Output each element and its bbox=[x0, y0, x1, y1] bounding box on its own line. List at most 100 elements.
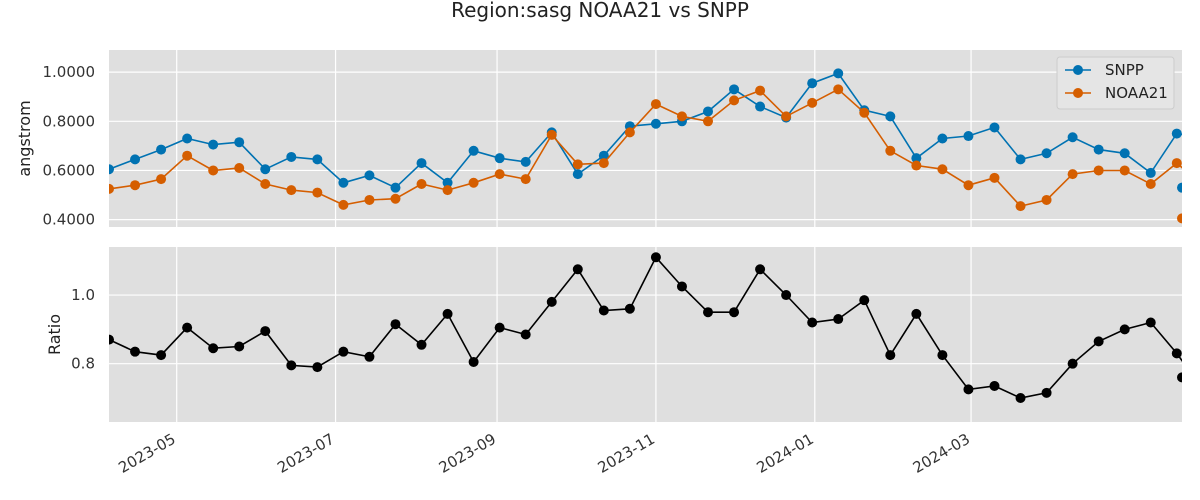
plot-area bbox=[109, 50, 1182, 227]
data-point-ratio bbox=[156, 350, 167, 361]
y-tick-label: 0.4000 bbox=[43, 211, 96, 229]
legend: SNPP NOAA21 bbox=[1056, 56, 1175, 110]
data-point-noaa21 bbox=[1145, 178, 1156, 189]
data-point-snpp bbox=[416, 158, 427, 169]
data-point-snpp bbox=[963, 131, 974, 142]
data-point-snpp bbox=[390, 182, 401, 193]
legend-label: SNPP bbox=[1105, 61, 1144, 79]
data-point-noaa21 bbox=[390, 193, 401, 204]
data-point-ratio bbox=[1093, 336, 1104, 347]
data-point-noaa21 bbox=[1067, 169, 1078, 180]
y-axis-label: angstrom bbox=[15, 100, 34, 176]
data-point-ratio bbox=[572, 264, 583, 275]
data-point-noaa21 bbox=[1119, 165, 1130, 176]
data-point-ratio bbox=[109, 334, 114, 345]
data-point-ratio bbox=[1177, 372, 1182, 383]
data-point-noaa21 bbox=[650, 99, 661, 110]
data-point-snpp bbox=[520, 156, 531, 167]
data-point-snpp bbox=[807, 78, 818, 89]
data-point-snpp bbox=[442, 177, 453, 188]
data-point-noaa21 bbox=[729, 95, 740, 106]
data-point-noaa21 bbox=[1177, 213, 1182, 224]
data-point-snpp bbox=[937, 133, 948, 144]
data-point-noaa21 bbox=[234, 163, 245, 173]
x-tick-label: 2023-07 bbox=[274, 430, 337, 477]
data-point-noaa21 bbox=[260, 178, 271, 189]
data-point-ratio bbox=[911, 308, 922, 319]
data-point-snpp bbox=[1067, 132, 1078, 143]
data-point-noaa21 bbox=[130, 180, 141, 191]
data-point-snpp bbox=[338, 177, 349, 188]
y-tick-label: 0.6000 bbox=[43, 161, 96, 179]
x-tick-label: 2024-03 bbox=[910, 430, 973, 477]
data-point-ratio bbox=[1145, 317, 1156, 328]
data-point-noaa21 bbox=[520, 174, 531, 185]
data-point-ratio bbox=[494, 322, 505, 333]
data-point-ratio bbox=[208, 343, 219, 354]
data-point-snpp bbox=[364, 170, 375, 181]
panel-ratio: 0.8 1.0 Ratio bbox=[45, 247, 1182, 422]
data-point-noaa21 bbox=[468, 177, 479, 188]
data-point-snpp bbox=[1093, 144, 1104, 155]
data-point-snpp bbox=[833, 68, 844, 79]
data-point-ratio bbox=[130, 346, 141, 357]
chart-title: Region:sasg NOAA21 vs SNPP bbox=[451, 0, 749, 22]
y-tick-label: 1.0000 bbox=[43, 63, 96, 81]
x-tick-label: 2023-05 bbox=[115, 430, 178, 477]
data-point-ratio bbox=[234, 341, 245, 352]
data-point-noaa21 bbox=[416, 178, 427, 189]
data-point-ratio bbox=[546, 296, 557, 307]
data-point-ratio bbox=[442, 308, 453, 319]
data-point-ratio bbox=[364, 351, 375, 362]
data-point-noaa21 bbox=[1093, 165, 1104, 176]
data-point-noaa21 bbox=[624, 127, 635, 138]
data-point-ratio bbox=[1067, 358, 1078, 369]
data-point-ratio bbox=[520, 329, 531, 340]
panel-angstrom: 0.4000 0.6000 0.8000 1.0000 angstrom bbox=[15, 50, 1182, 229]
data-point-snpp bbox=[494, 153, 505, 164]
data-point-noaa21 bbox=[338, 199, 349, 210]
data-point-ratio bbox=[624, 303, 635, 314]
data-point-noaa21 bbox=[598, 158, 609, 169]
data-point-snpp bbox=[885, 111, 896, 122]
x-axis: 2023-05 2023-07 2023-09 2023-11 2024-01 2024-… bbox=[115, 430, 973, 477]
data-point-ratio bbox=[182, 322, 193, 333]
data-point-ratio bbox=[390, 319, 401, 330]
data-point-ratio bbox=[755, 264, 766, 275]
data-point-noaa21 bbox=[1171, 158, 1182, 169]
data-point-snpp bbox=[156, 144, 167, 155]
data-point-noaa21 bbox=[156, 174, 167, 185]
data-point-ratio bbox=[286, 360, 297, 371]
data-point-noaa21 bbox=[1015, 201, 1026, 212]
data-point-noaa21 bbox=[781, 111, 792, 122]
data-point-snpp bbox=[234, 137, 245, 148]
data-point-snpp bbox=[182, 133, 193, 144]
data-point-ratio bbox=[989, 380, 1000, 391]
data-point-ratio bbox=[1171, 348, 1182, 359]
data-point-snpp bbox=[1145, 167, 1156, 178]
data-point-ratio bbox=[729, 307, 740, 318]
x-tick-label: 2023-09 bbox=[436, 430, 499, 477]
data-point-ratio bbox=[807, 317, 818, 328]
data-point-ratio bbox=[963, 384, 974, 395]
data-point-noaa21 bbox=[833, 84, 844, 95]
data-point-snpp bbox=[109, 164, 114, 175]
y-axis-label: Ratio bbox=[45, 314, 64, 355]
data-point-snpp bbox=[989, 122, 1000, 133]
legend-marker bbox=[1073, 88, 1083, 98]
data-point-ratio bbox=[598, 305, 609, 316]
data-point-ratio bbox=[703, 307, 714, 318]
data-point-noaa21 bbox=[208, 165, 219, 176]
data-point-noaa21 bbox=[807, 97, 818, 108]
data-point-noaa21 bbox=[963, 180, 974, 191]
data-point-snpp bbox=[572, 169, 583, 180]
data-point-noaa21 bbox=[1041, 194, 1052, 205]
data-point-snpp bbox=[1177, 182, 1182, 193]
data-point-noaa21 bbox=[859, 107, 870, 118]
data-point-noaa21 bbox=[885, 145, 896, 156]
data-point-noaa21 bbox=[989, 172, 1000, 183]
data-point-noaa21 bbox=[286, 185, 297, 196]
data-point-snpp bbox=[729, 84, 740, 95]
data-point-noaa21 bbox=[109, 183, 114, 194]
